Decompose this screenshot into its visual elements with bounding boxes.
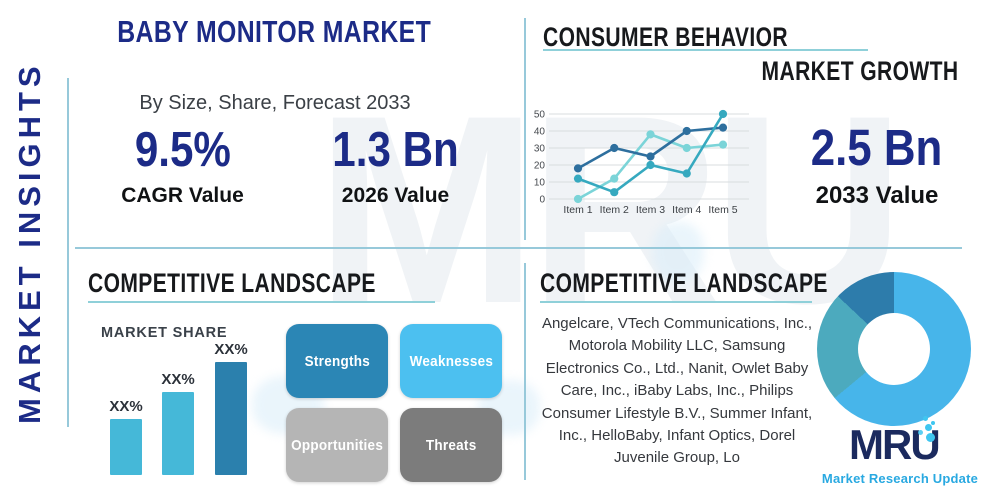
- y-tick-label: 40: [534, 127, 546, 138]
- page-title-text: BABY MONITOR MARKET: [117, 14, 432, 49]
- data-point: [610, 188, 619, 197]
- data-point: [573, 194, 583, 204]
- bar-label: XX%: [109, 398, 143, 415]
- bar-label: XX%: [214, 341, 248, 358]
- swot-label: Weaknesses: [409, 352, 493, 370]
- stat-cagr: 9.5% CAGR Value: [105, 126, 260, 208]
- heading-competitive-right-underline: [540, 301, 812, 303]
- y-tick-label: 20: [534, 161, 546, 172]
- data-point: [610, 143, 619, 153]
- logo-mru: MRU: [849, 421, 941, 468]
- y-tick-label: 30: [534, 144, 546, 155]
- bar: [110, 419, 142, 475]
- stat-cagr-label: CAGR Value: [121, 184, 244, 207]
- swot-label: Threats: [425, 436, 477, 454]
- data-point: [646, 152, 655, 161]
- side-label-market-insights: MARKET INSIGHTS: [12, 61, 47, 424]
- x-tick-label: Item 2: [600, 204, 629, 216]
- donut-chart: [817, 272, 971, 426]
- market-share-bar-chart: XX% XX% XX%: [105, 341, 255, 475]
- donut-hole: [858, 313, 930, 385]
- data-point: [682, 143, 691, 153]
- stat-cagr-value: 9.5%: [105, 126, 260, 175]
- logo-bubble-icon: [931, 421, 935, 425]
- watermark-text: MRU: [315, 59, 905, 359]
- data-point: [573, 164, 583, 173]
- company-list: Angelcare, VTech Communications, Inc., M…: [541, 315, 813, 467]
- y-tick-label: 50: [534, 110, 546, 121]
- stat-2026: 1.3 Bn 2026 Value: [318, 126, 473, 208]
- bar: [162, 392, 194, 475]
- stat-2033-value-text: 2.5 Bn: [811, 119, 943, 176]
- market-share-label: MARKET SHARE: [101, 325, 228, 341]
- swot-box-weaknesses: Weaknesses: [400, 324, 502, 398]
- logo-bubble-icon: [918, 430, 923, 435]
- heading-market-growth-text: MARKET GROWTH: [761, 56, 958, 86]
- bar: [215, 362, 247, 475]
- swot-box-strengths: Strengths: [286, 324, 389, 398]
- data-point: [646, 160, 655, 170]
- consumer-behavior-line-chart: 0 10 20 30 40 50 Item 1 Item 2 Item 3 Item 4 Item …: [531, 97, 759, 223]
- stat-2026-value-text: 1.3 Bn: [332, 123, 459, 177]
- heading-consumer-behavior-text: CONSUMER BEHAVIOR: [543, 22, 788, 52]
- heading-competitive-right: COMPETITIVE LANDSCAPE: [540, 268, 909, 299]
- watermark-blob: [652, 222, 704, 282]
- heading-competitive-left: COMPETITIVE LANDSCAPE: [88, 268, 457, 299]
- center-vertical-divider-bottom: [524, 263, 526, 480]
- left-vertical-divider: [67, 78, 69, 427]
- swot-box-threats: Threats: [400, 408, 502, 482]
- logo-bubble-icon: [923, 416, 928, 421]
- stat-2033: 2.5 Bn 2033 Value: [788, 122, 966, 210]
- x-tick-label: Item 1: [563, 204, 592, 216]
- data-point: [682, 169, 691, 178]
- y-tick-label: 10: [534, 178, 546, 189]
- stat-2026-label: 2026 Value: [341, 184, 450, 207]
- center-vertical-divider-top: [524, 18, 526, 240]
- x-tick-label: Item 5: [708, 204, 737, 216]
- logo-tagline: Market Research Update: [821, 471, 979, 486]
- heading-competitive-left-text: COMPETITIVE LANDSCAPE: [88, 268, 376, 298]
- stat-2033-value: 2.5 Bn: [788, 122, 966, 173]
- swot-label: Strengths: [304, 352, 370, 370]
- stat-2026-value: 1.3 Bn: [318, 126, 473, 175]
- data-point: [718, 123, 728, 132]
- data-point: [682, 126, 691, 136]
- data-point: [610, 174, 619, 183]
- heading-competitive-left-underline: [88, 301, 435, 303]
- logo-bubble-icon: [925, 424, 932, 431]
- line-chart-svg: 0 10 20 30 40 50 Item 1 Item 2 Item 3 Item 4 Item …: [534, 109, 749, 216]
- stat-2033-label: 2033 Value: [815, 182, 939, 209]
- logo-bubble-icon: [926, 433, 935, 442]
- swot-grid: Strengths Weaknesses Opportunities Threats: [286, 324, 502, 482]
- data-point: [573, 174, 583, 183]
- bar-label: XX%: [161, 371, 195, 388]
- swot-label: Opportunities: [291, 436, 384, 454]
- heading-consumer-behavior: CONSUMER BEHAVIOR: [543, 22, 857, 53]
- heading-consumer-underline: [543, 49, 868, 51]
- data-point: [718, 109, 728, 119]
- stat-cagr-value-text: 9.5%: [134, 123, 231, 177]
- page-subtitle: By Size, Share, Forecast 2033: [139, 92, 411, 114]
- y-tick-label: 0: [539, 195, 545, 206]
- x-tick-label: Item 4: [672, 204, 701, 216]
- horizontal-divider: [75, 247, 962, 249]
- data-point: [718, 140, 728, 149]
- data-point: [646, 130, 655, 139]
- page-title: BABY MONITOR MARKET: [78, 14, 463, 50]
- heading-market-growth: MARKET GROWTH: [700, 56, 958, 87]
- swot-box-opportunities: Opportunities: [286, 408, 389, 482]
- heading-competitive-right-text: COMPETITIVE LANDSCAPE: [540, 268, 828, 298]
- x-tick-label: Item 3: [636, 204, 665, 216]
